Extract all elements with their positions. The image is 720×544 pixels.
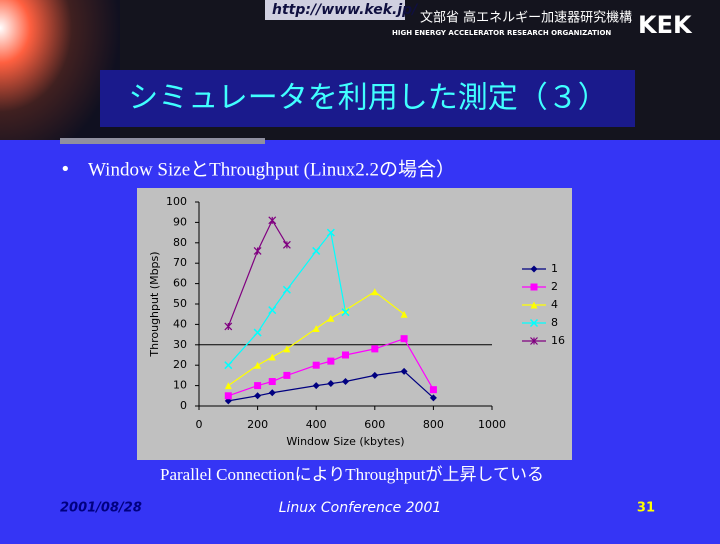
y-tick-label: 60 [173, 277, 187, 290]
marker [529, 318, 539, 328]
marker [342, 351, 349, 359]
bullet: Window SizeとThroughput (Linux2.2の場合） [88, 158, 455, 180]
marker [312, 246, 321, 255]
y-tick-label: 80 [173, 236, 187, 249]
marker [224, 322, 233, 331]
series-line [227, 219, 288, 327]
marker [342, 378, 349, 386]
y-tick-label: 70 [173, 256, 187, 269]
marker [326, 228, 335, 237]
marker [327, 380, 335, 388]
marker [283, 371, 291, 379]
marker [530, 283, 538, 291]
bullet-dot: • [60, 159, 71, 180]
marker [282, 285, 291, 294]
x-tick-label: 600 [364, 418, 385, 431]
x-tick-label: 200 [247, 418, 268, 431]
y-tick-label: 0 [180, 399, 187, 412]
marker [371, 371, 379, 379]
title: シミュレータを利用した測定（３） [128, 81, 607, 116]
url: http://www.kek.jp/ [272, 2, 419, 18]
marker [283, 345, 291, 353]
marker [530, 337, 538, 345]
legend-label: 1 [551, 262, 558, 275]
footer-date: 2001/08/28 [60, 501, 142, 516]
legend-label: 2 [551, 280, 558, 293]
y-tick-label: 10 [173, 379, 187, 392]
marker [400, 367, 408, 375]
footer-event: Linux Conference 2001 [279, 500, 442, 516]
url-box [265, 0, 405, 20]
x-axis-label: Window Size (kbytes) [286, 435, 404, 448]
marker [312, 324, 320, 332]
marker [254, 382, 262, 390]
marker [400, 335, 408, 343]
marker [429, 386, 437, 394]
y-tick-label: 100 [166, 195, 187, 208]
marker [282, 240, 291, 249]
caption: Parallel ConnectionによりThroughputが上昇している [160, 465, 544, 484]
org-jp: 文部省 高エネルギー加速器研究機構 [420, 10, 632, 26]
legend-label: 8 [551, 316, 558, 329]
y-axis-label: Throughput (Mbps) [148, 251, 161, 357]
y-tick-label: 50 [173, 297, 187, 310]
marker [224, 392, 232, 400]
y-tick-label: 30 [173, 338, 187, 351]
legend-label: 16 [551, 334, 565, 347]
y-tick-label: 40 [173, 317, 187, 330]
page-number: 31 [637, 501, 655, 516]
marker [400, 310, 408, 318]
x-tick-label: 400 [306, 418, 327, 431]
marker [254, 361, 262, 369]
x-tick-label: 800 [423, 418, 444, 431]
marker [253, 328, 262, 337]
title-box [100, 70, 635, 127]
marker [312, 361, 320, 369]
marker [530, 301, 538, 309]
marker [429, 394, 437, 402]
x-tick-label: 1000 [478, 418, 506, 431]
legend-label: 4 [551, 298, 558, 311]
chart-panel [137, 188, 572, 460]
logo: KEK [638, 11, 693, 39]
marker [327, 357, 335, 365]
title-rule [60, 138, 265, 144]
marker [530, 265, 538, 273]
y-tick-label: 90 [173, 215, 187, 228]
marker [268, 216, 277, 225]
x-tick-label: 0 [196, 418, 203, 431]
marker [253, 247, 262, 255]
marker [341, 308, 350, 317]
org-en: HIGH ENERGY ACCELERATOR RESEARCH ORGANIZ… [392, 29, 611, 37]
marker [371, 288, 379, 296]
marker [224, 382, 232, 390]
marker [312, 382, 320, 390]
marker [327, 314, 335, 322]
marker [268, 378, 276, 386]
marker [268, 353, 276, 361]
marker [371, 345, 379, 353]
marker [254, 392, 262, 400]
marker [224, 361, 233, 370]
y-tick-label: 20 [173, 358, 187, 371]
marker [268, 306, 277, 315]
series-line [228, 337, 434, 397]
marker [268, 389, 276, 397]
